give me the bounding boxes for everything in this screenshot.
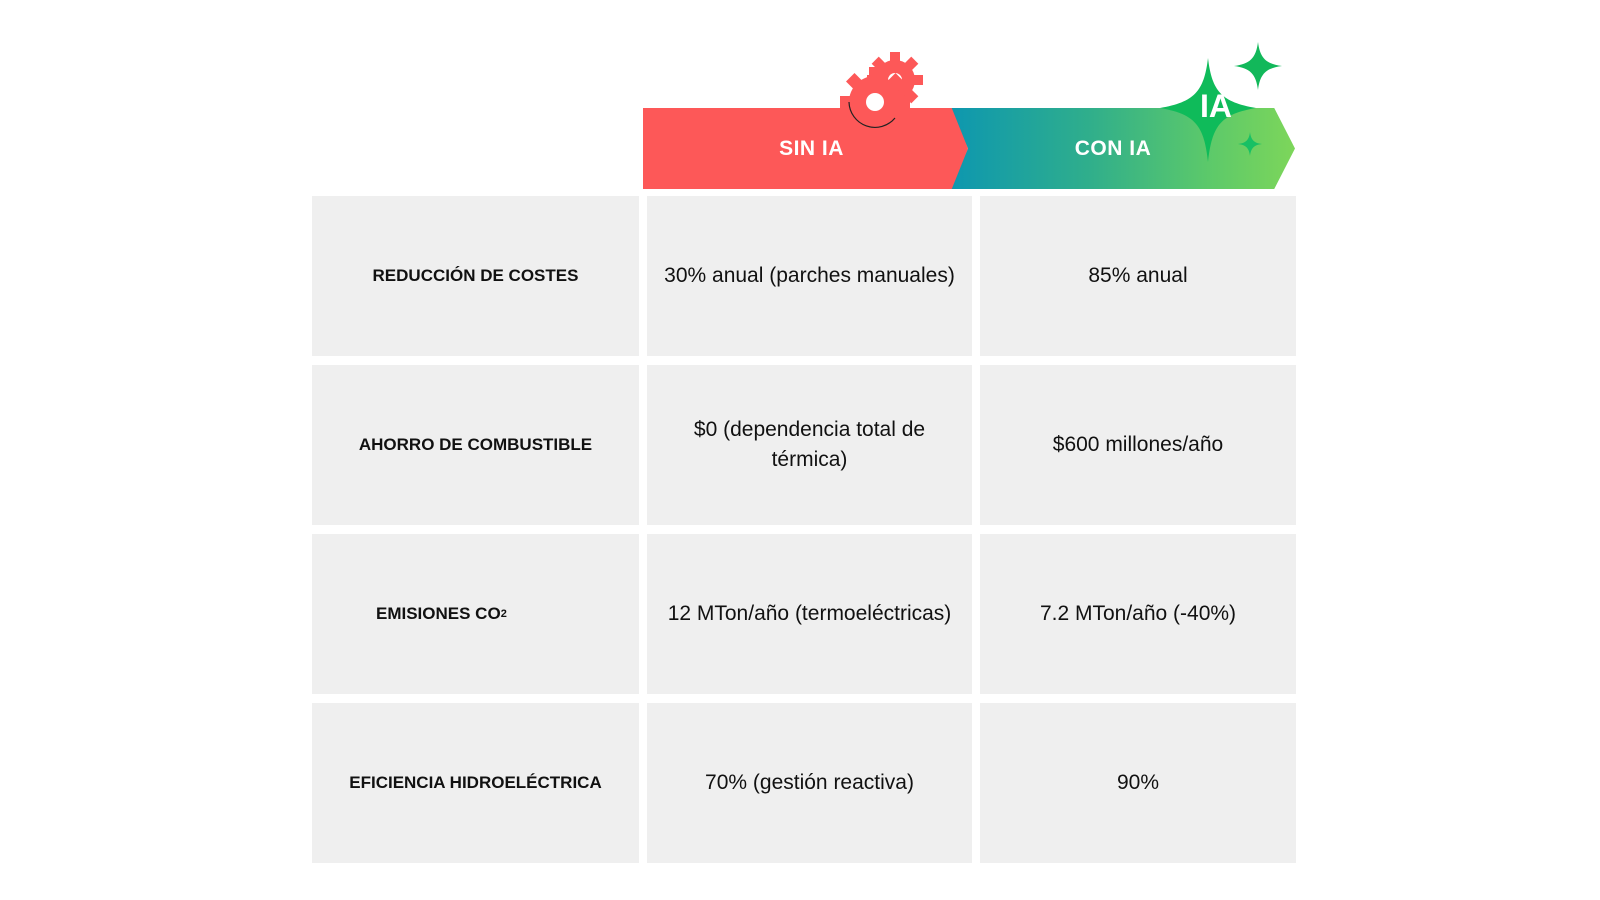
cell-con-ia-reduccion-costes: 85% anual — [980, 196, 1296, 356]
sparkle-icon — [1160, 42, 1282, 162]
cell-sin-ia-ahorro-combustible: $0 (dependencia total de térmica) — [647, 365, 972, 525]
cell-text: $0 (dependencia total de térmica) — [693, 418, 926, 471]
header-con-ia-label: CON IA — [1074, 136, 1152, 160]
gear-icon — [840, 52, 923, 128]
label-subscript: 2 — [500, 608, 507, 620]
cell-con-ia-emisiones-co2: 7.2 MTon/año (-40%) — [980, 534, 1296, 694]
ia-badge-label: IA — [1200, 88, 1232, 124]
row-label-ahorro-combustible: AHORRO DE COMBUSTIBLE — [312, 365, 639, 525]
cell-sin-ia-emisiones-co2: 12 MTon/año (termoeléctricas) — [647, 534, 972, 694]
cell-con-ia-ahorro-combustible: $600 millones/año — [980, 365, 1296, 525]
cell-con-ia-eficiencia-hidroelectrica: 90% — [980, 703, 1296, 863]
header-sin-ia: SIN IA — [643, 108, 968, 189]
cell-sin-ia-eficiencia-hidroelectrica: 70% (gestión reactiva) — [647, 703, 972, 863]
row-label-eficiencia-hidroelectrica: EFICIENCIA HIDROELÉCTRICA — [312, 703, 639, 863]
cell-sin-ia-reduccion-costes: 30% anual (parches manuales) — [647, 196, 972, 356]
row-label-reduccion-costes: REDUCCIÓN DE COSTES — [312, 196, 639, 356]
label-text: EMISIONES CO — [376, 604, 501, 623]
header-sin-ia-label: SIN IA — [779, 136, 844, 160]
header-con-ia: CON IA — [949, 108, 1295, 189]
row-label-emisiones-co2: EMISIONES CO 2 — [312, 534, 639, 694]
